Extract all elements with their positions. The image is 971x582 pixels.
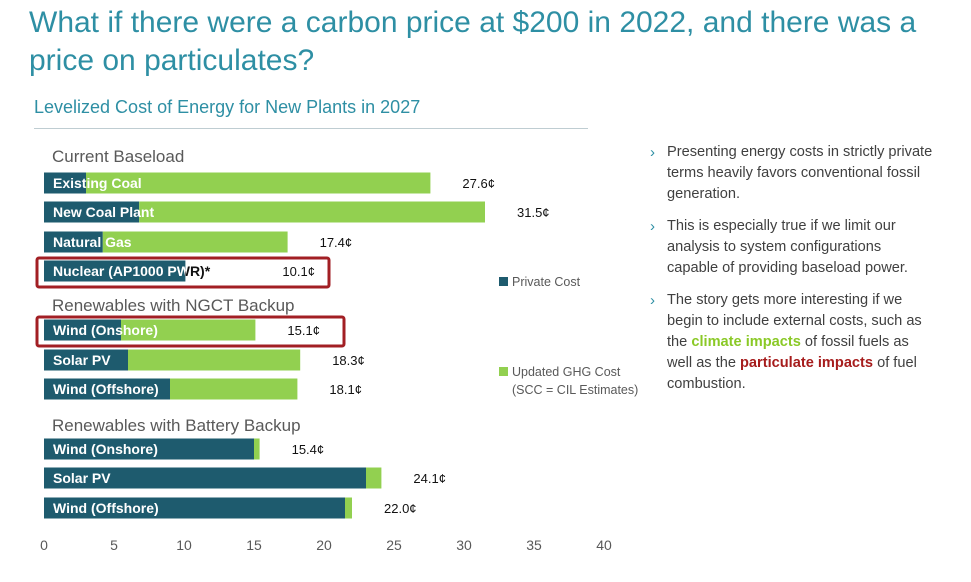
bullet-item: Presenting energy costs in strictly priv…	[650, 142, 935, 205]
bar-category-label: Wind (Onshore)	[53, 322, 158, 338]
bar-private-cost	[44, 349, 128, 371]
title-divider	[34, 128, 588, 129]
legend-label-ghg-cost-detail: (SCC = CIL Estimates)	[512, 383, 638, 397]
bullet-item: This is especially true if we limit our …	[650, 216, 935, 279]
x-tick-label: 5	[110, 537, 118, 553]
bar-private-cost	[44, 260, 186, 282]
group-label: Renewables with NGCT Backup	[52, 296, 295, 315]
bar-ghg-cost	[254, 438, 260, 460]
x-tick-label: 15	[246, 537, 262, 553]
bar-total-label: 24.1¢	[413, 471, 446, 486]
legend-label-ghg-cost: Updated GHG Cost	[512, 365, 621, 379]
legend-label-private-cost: Private Cost	[512, 275, 581, 289]
bar-category-label: Solar PV	[53, 352, 111, 368]
bar-ghg-cost	[345, 497, 352, 519]
bar-total-label: 18.3¢	[332, 353, 365, 368]
highlight-particulate-impacts: particulate impacts	[740, 355, 874, 371]
bullet-item: The story gets more interesting if we be…	[650, 290, 935, 395]
bar-ghg-cost	[170, 378, 298, 400]
bar-total-label: 31.5¢	[517, 205, 550, 220]
bar-ghg-cost	[86, 172, 431, 194]
bar-total-label: 22.0¢	[384, 501, 417, 516]
group-label: Current Baseload	[52, 147, 184, 166]
legend-swatch-private-cost	[499, 277, 508, 286]
bar-private-cost	[44, 467, 366, 489]
chart-title: Levelized Cost of Energy for New Plants …	[34, 97, 421, 117]
bar-category-label: New Coal Plant	[53, 204, 154, 220]
bar-total-label: 10.1¢	[282, 264, 315, 279]
bar-total-label: 18.1¢	[329, 382, 362, 397]
bar-private-cost	[44, 497, 345, 519]
bar-ghg-cost	[102, 231, 288, 253]
bullet-text: of fuel combustion.	[667, 355, 917, 392]
highlight-box-nuclear	[35, 256, 331, 289]
bar-total-label: 15.4¢	[292, 442, 325, 457]
bar-category-label-overflow: Nuclear (AP1000 PWR)*	[53, 263, 211, 279]
bar-ghg-cost	[139, 201, 485, 223]
bar-category-label: Nuclear (AP1000 PWR)*	[53, 263, 211, 279]
bar-category-label: Wind (Offshore)	[53, 500, 159, 516]
x-tick-label: 20	[316, 537, 332, 553]
bar-private-cost	[44, 378, 170, 400]
bullet-text: This is especially true if we limit our …	[667, 218, 908, 276]
bar-private-cost	[44, 438, 254, 460]
bar-ghg-cost	[366, 467, 382, 489]
bar-category-label: Natural Gas	[53, 234, 132, 250]
bar-category-label: Existing Coal	[53, 175, 142, 191]
x-tick-label: 0	[40, 537, 48, 553]
bar-private-cost	[44, 319, 121, 341]
highlight-box-wind-onshore	[35, 315, 346, 348]
group-label: Renewables with Battery Backup	[52, 416, 301, 435]
bar-ghg-cost	[121, 319, 256, 341]
bar-category-label: Solar PV	[53, 470, 111, 486]
bar-total-label: 27.6¢	[462, 176, 495, 191]
bullet-text: of fossil fuels as well as the	[667, 334, 909, 371]
slide-title: What if there were a carbon price at $20…	[29, 6, 917, 77]
bar-private-cost	[44, 172, 86, 194]
bar-total-label: 15.1¢	[287, 323, 320, 338]
bar-total-label: 17.4¢	[320, 235, 353, 250]
bar-private-cost	[44, 231, 103, 253]
legend-swatch-ghg-cost	[499, 367, 508, 376]
x-tick-label: 10	[176, 537, 192, 553]
x-tick-label: 25	[386, 537, 402, 553]
bar-private-cost	[44, 201, 140, 223]
highlight-climate-impacts: climate impacts	[691, 334, 801, 350]
bullet-text: Presenting energy costs in strictly priv…	[667, 144, 933, 202]
bullet-list: Presenting energy costs in strictly priv…	[650, 142, 935, 406]
bar-ghg-cost	[128, 349, 301, 371]
bullet-text: The story gets more interesting if we be…	[667, 292, 922, 350]
bar-category-label: Wind (Offshore)	[53, 381, 159, 397]
x-tick-label: 40	[596, 537, 612, 553]
x-tick-label: 35	[526, 537, 542, 553]
x-tick-label: 30	[456, 537, 472, 553]
bar-category-label: Wind (Onshore)	[53, 441, 158, 457]
